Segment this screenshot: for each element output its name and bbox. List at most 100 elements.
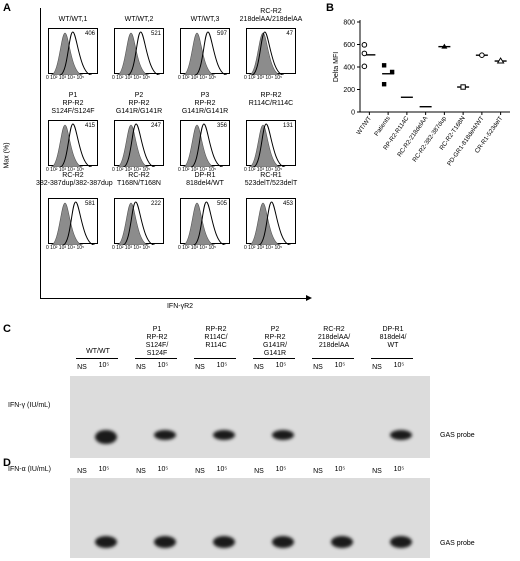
- mfi-value: 131: [282, 123, 293, 129]
- lane-dose-label: 10⁵: [98, 466, 110, 473]
- lane-dose-label: 10⁵: [393, 466, 405, 473]
- data-point: [361, 63, 368, 70]
- histogram-title: P3 RP-R2 G141R/G141R: [181, 92, 229, 115]
- histogram-curves: [116, 201, 155, 245]
- y-tick-label: 800: [343, 20, 355, 27]
- lane-group-underline: [253, 358, 295, 359]
- gas-band: [390, 536, 412, 548]
- lane-group-title: P1 RP-R2 S124F/ S124F: [145, 326, 169, 357]
- histogram-box: 415: [48, 120, 98, 167]
- stained-peak: [59, 123, 93, 167]
- histogram-title: WT/WT,3: [190, 16, 220, 23]
- stained-peak: [122, 123, 156, 167]
- x-tick-labels: 0 10² 10³ 10⁴ 10⁵: [178, 245, 217, 251]
- control-peak: [248, 202, 282, 245]
- stained-peak: [193, 201, 226, 245]
- histogram-title: WT/WT,1: [58, 16, 88, 23]
- gas-band: [95, 536, 117, 548]
- histogram-title: WT/WT,2: [124, 16, 154, 23]
- probe-label-c: GAS probe: [440, 432, 475, 439]
- gel-d: [70, 478, 430, 558]
- stained-peak: [127, 31, 160, 75]
- data-point: [361, 42, 368, 48]
- stained-peak: [122, 201, 155, 245]
- histogram-title: P2 RP-R2 G141R/G141R: [115, 92, 163, 115]
- data-point: [381, 63, 387, 68]
- histogram-box: 247: [114, 120, 164, 167]
- y-tick-label: 0: [351, 110, 355, 117]
- stained-peak: [190, 123, 224, 167]
- gas-band: [331, 536, 353, 548]
- histogram-box: 222: [114, 198, 164, 245]
- histogram-title: P1 RP-R2 S124F/S124F: [51, 92, 95, 115]
- histogram-box: 131: [246, 120, 296, 167]
- control-peak: [182, 32, 216, 75]
- x-tick-labels: 0 10² 10³ 10⁴ 10⁵: [244, 75, 283, 81]
- histogram-title: RC-R2 382-387dup/382-387dup: [36, 172, 113, 187]
- control-peak: [116, 202, 150, 245]
- lane-dose-label: 10⁵: [157, 466, 169, 473]
- ifn-gamma-label: IFN-γ (IU/mL): [8, 402, 51, 409]
- histogram-curves: [248, 201, 291, 245]
- histogram-box: 505: [180, 198, 230, 245]
- lane-dose-label: 10⁵: [98, 362, 110, 369]
- mfi-value: 581: [84, 201, 95, 207]
- lane-group-title: P2 RP-R2 G141R/ G141R: [262, 326, 288, 357]
- y-axis-arrow: [40, 8, 41, 298]
- gas-band: [272, 430, 294, 440]
- control-peak: [116, 32, 150, 75]
- lane-ns-label: NS: [313, 364, 323, 371]
- x-tick-label: Patients: [373, 115, 392, 137]
- lane-group-underline: [371, 358, 413, 359]
- lane-ns-label: NS: [195, 364, 205, 371]
- lane-dose-label: 10⁵: [334, 466, 346, 473]
- lane-ns-label: NS: [372, 364, 382, 371]
- lane-ns-label: NS: [254, 468, 264, 475]
- mfi-value: 222: [150, 201, 161, 207]
- panel-label-c: C: [3, 323, 11, 335]
- x-axis-arrow: [40, 298, 310, 299]
- histogram-box: 453: [246, 198, 296, 245]
- mfi-value: 47: [286, 31, 293, 37]
- histogram-curves: [182, 123, 224, 167]
- histogram-curves: [50, 123, 93, 167]
- histogram-box: 47: [246, 28, 296, 75]
- x-tick-labels: 0 10² 10³ 10⁴ 10⁵: [112, 245, 151, 251]
- mfi-value: 453: [282, 201, 293, 207]
- ifn-alpha-label: IFN-α (IU/mL): [8, 466, 51, 473]
- lane-ns-label: NS: [77, 364, 87, 371]
- stained-peak: [258, 201, 291, 245]
- mfi-value: 505: [216, 201, 227, 207]
- lane-group-underline: [135, 358, 177, 359]
- panel-b-chart: 0 200 400 600 800 Delta MFI WT/WT Patients RP-R2…: [330, 12, 520, 242]
- histogram-box: 597: [180, 28, 230, 75]
- y-tick-label: 400: [343, 65, 355, 72]
- gas-band: [154, 430, 176, 440]
- histogram-curves: [182, 201, 226, 245]
- histogram-title: RC-R2 T168N/T168N: [117, 172, 161, 187]
- lane-group-title: DP-R1 818del4/ WT: [379, 326, 407, 349]
- data-point: [460, 84, 466, 90]
- lane-group-title: RP-R2 R114C/ R114C: [204, 326, 228, 349]
- probe-label-d: GAS probe: [440, 540, 475, 547]
- panel-label-a: A: [3, 2, 11, 14]
- histogram-title: RC-R1 523delT/523delT: [244, 172, 298, 187]
- data-point: [381, 82, 387, 87]
- mfi-value: 406: [84, 31, 95, 37]
- histogram-curves: [182, 31, 228, 75]
- histogram-title: DP-R1 818del4/WT: [186, 172, 224, 187]
- y-axis-label: Delta MFI: [333, 52, 340, 82]
- control-peak: [50, 202, 84, 245]
- lane-group-underline: [194, 358, 236, 359]
- stained-peak: [62, 201, 95, 245]
- lane-ns-label: NS: [77, 468, 87, 475]
- gas-band: [390, 430, 412, 440]
- histogram-curves: [116, 123, 156, 167]
- gas-band: [213, 430, 235, 440]
- x-tick-labels: 0 10² 10³ 10⁴ 10⁵: [112, 75, 151, 81]
- x-tick-labels: 0 10² 10³ 10⁴ 10⁵: [244, 245, 283, 251]
- lane-group-title: WT/WT: [86, 348, 110, 355]
- histogram-box: 406: [48, 28, 98, 75]
- mfi-value: 356: [216, 123, 227, 129]
- histogram-box: 521: [114, 28, 164, 75]
